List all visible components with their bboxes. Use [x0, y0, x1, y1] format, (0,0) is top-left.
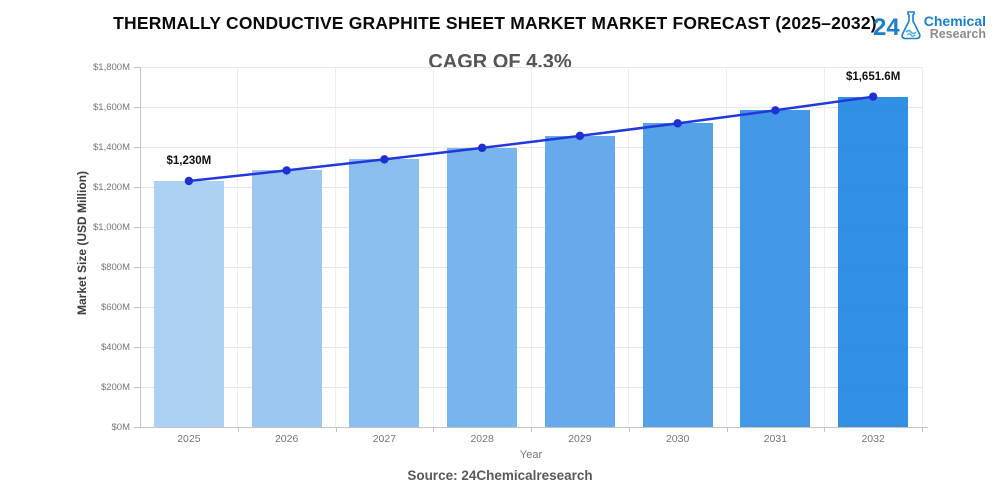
y-tick-mark [134, 147, 140, 148]
y-tick-label: $200M [100, 382, 130, 393]
x-tick-label: 2025 [177, 433, 201, 445]
line-marker-2026 [282, 166, 291, 175]
gridline-v [237, 67, 239, 427]
line-marker-2025 [184, 176, 194, 186]
line-marker-2030 [673, 119, 682, 128]
x-tick-label: 2031 [763, 433, 788, 445]
y-axis-line [140, 67, 141, 427]
gridline-v [726, 67, 727, 427]
y-tick-label: $1,600M [93, 102, 130, 113]
line-marker-2027 [380, 155, 389, 164]
x-tick-mark [628, 427, 630, 432]
y-tick-mark [134, 107, 140, 108]
logo-text: Chemical Research [923, 12, 986, 42]
x-tick-mark [237, 427, 239, 432]
line-marker-2028 [477, 143, 487, 153]
gridline-v [335, 67, 336, 427]
x-axis-title: Year [519, 449, 543, 461]
x-tick-label: 2026 [274, 433, 299, 445]
gridline-v [921, 67, 923, 427]
line-marker-2032 [868, 92, 878, 101]
x-tick-label: 2028 [470, 433, 494, 445]
bar-2025 [153, 181, 224, 427]
bar-2031 [740, 110, 811, 427]
y-tick-mark [134, 267, 140, 268]
source-text: Source: 24Chemicalresearch [407, 468, 593, 483]
y-tick-label: $1,200M [93, 182, 130, 193]
x-tick-label: 2029 [568, 433, 592, 445]
y-tick-mark [134, 187, 140, 188]
company-logo: 24 Chemical Research [873, 10, 986, 45]
bar-2028 [447, 147, 518, 427]
x-tick-mark [824, 427, 826, 432]
data-label-2032: $1,651.6M [845, 70, 901, 83]
x-tick-mark [335, 427, 337, 432]
y-tick-mark [134, 427, 140, 428]
data-label-2025: $1,230M [166, 155, 212, 167]
x-tick-mark [531, 427, 532, 432]
line-marker-2029 [575, 131, 585, 141]
x-tick-mark [726, 427, 728, 432]
gridline-v [432, 67, 434, 427]
y-tick-mark [134, 227, 140, 228]
bar-2027 [349, 159, 420, 427]
trend-line [184, 92, 878, 186]
gridline-v [823, 67, 825, 427]
y-tick-mark [134, 387, 140, 388]
logo-line1: Chemical [923, 12, 986, 29]
x-tick-label: 2030 [665, 433, 690, 445]
x-tick-label: 2032 [861, 433, 885, 445]
flask-icon [900, 10, 922, 45]
y-tick-label: $1,800M [93, 62, 130, 73]
x-tick-mark [922, 427, 923, 432]
bar-2032 [838, 96, 909, 427]
x-tick-mark [433, 427, 435, 432]
y-tick-mark [134, 67, 140, 68]
y-tick-mark [134, 347, 140, 348]
y-tick-label: $0M [111, 422, 130, 433]
y-tick-label: $600M [100, 302, 130, 313]
y-tick-label: $1,000M [93, 222, 130, 233]
bar-2026 [251, 170, 322, 427]
gridline-v [628, 67, 630, 427]
bar-2030 [642, 123, 713, 427]
gridline-v [530, 67, 532, 427]
y-tick-label: $800M [100, 262, 130, 273]
y-tick-mark [134, 307, 140, 308]
y-tick-label: $1,400M [93, 142, 130, 153]
logo-line2: Research [929, 27, 986, 42]
x-tick-label: 2027 [372, 433, 397, 445]
y-tick-label: $400M [100, 342, 130, 353]
logo-number: 24 [873, 13, 900, 41]
line-marker-2031 [771, 106, 780, 115]
bar-2029 [544, 135, 615, 427]
plot-area: $1,230M $1,651.6M [140, 67, 923, 427]
page-title: THERMALLY CONDUCTIVE GRAPHITE SHEET MARK… [113, 13, 877, 33]
